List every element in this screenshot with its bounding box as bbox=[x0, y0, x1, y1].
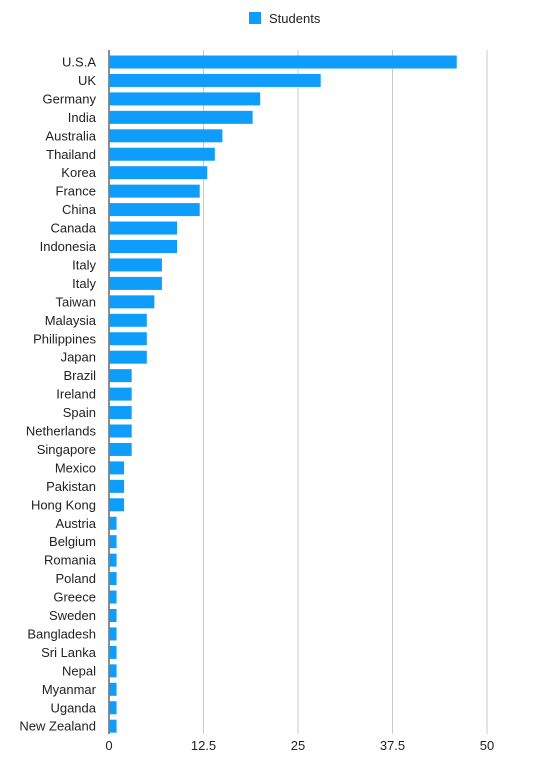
bar bbox=[109, 479, 125, 493]
category-label: Thailand bbox=[46, 147, 96, 162]
bar bbox=[109, 240, 178, 253]
bar bbox=[109, 609, 117, 622]
bar bbox=[109, 406, 132, 420]
category-label: Germany bbox=[43, 91, 97, 106]
bar bbox=[109, 258, 162, 272]
category-label: Indonesia bbox=[40, 239, 97, 254]
category-label: Myanmar bbox=[42, 682, 97, 697]
bar bbox=[109, 313, 147, 327]
category-label: Singapore bbox=[37, 442, 96, 457]
bar bbox=[109, 719, 117, 733]
category-label: Austria bbox=[56, 516, 97, 531]
bar bbox=[109, 627, 117, 641]
category-label: Sri Lanka bbox=[41, 645, 97, 660]
legend-label-students: Students bbox=[269, 11, 321, 26]
x-tick-label: 12.5 bbox=[191, 738, 216, 753]
x-tick-label: 37.5 bbox=[380, 738, 405, 753]
category-label: Canada bbox=[50, 221, 96, 236]
category-label: Greece bbox=[53, 590, 96, 605]
category-labels: U.S.A UK Germany India Australia Thailand Kore… bbox=[19, 55, 96, 734]
category-label: Malaysia bbox=[45, 313, 97, 328]
bar bbox=[109, 516, 117, 530]
category-label: New Zealand bbox=[19, 719, 96, 734]
category-label: France bbox=[56, 184, 96, 199]
bar bbox=[109, 645, 117, 659]
category-label: India bbox=[68, 110, 97, 125]
bar bbox=[109, 110, 253, 124]
category-label: China bbox=[62, 202, 97, 217]
category-label: Nepal bbox=[62, 663, 96, 678]
category-label: Philippines bbox=[33, 331, 96, 346]
category-label: UK bbox=[78, 73, 96, 88]
category-label: Hong Kong bbox=[31, 497, 96, 512]
bar bbox=[109, 701, 117, 715]
bar bbox=[109, 682, 117, 696]
category-label: Belgium bbox=[49, 534, 96, 549]
category-label: Mexico bbox=[55, 460, 96, 475]
bar bbox=[109, 572, 117, 586]
bar bbox=[109, 387, 132, 401]
bar bbox=[109, 166, 208, 180]
category-label: Italy bbox=[72, 276, 96, 291]
x-axis-ticks: 0 12.5 25 37.5 50 bbox=[105, 738, 494, 753]
bar bbox=[109, 55, 457, 69]
bar bbox=[109, 129, 223, 143]
x-tick-label: 25 bbox=[291, 738, 305, 753]
bar bbox=[109, 203, 200, 217]
legend: Students bbox=[249, 11, 321, 26]
bars bbox=[109, 55, 457, 733]
bar bbox=[109, 92, 261, 106]
category-label: Pakistan bbox=[46, 479, 96, 494]
category-label: Sweden bbox=[49, 608, 96, 623]
bar bbox=[109, 535, 117, 549]
bar bbox=[109, 350, 147, 364]
category-label: Australia bbox=[45, 128, 96, 143]
legend-swatch-students bbox=[249, 12, 261, 24]
bar bbox=[109, 424, 132, 438]
bar bbox=[109, 295, 155, 309]
category-label: Bangladesh bbox=[27, 626, 96, 641]
bar bbox=[109, 664, 117, 678]
bar bbox=[109, 369, 132, 383]
bar bbox=[109, 184, 200, 198]
bar bbox=[109, 498, 125, 512]
category-label: Japan bbox=[61, 350, 96, 365]
bar bbox=[109, 276, 162, 290]
x-tick-label: 50 bbox=[480, 738, 494, 753]
category-label: Uganda bbox=[50, 700, 96, 715]
category-label: U.S.A bbox=[62, 55, 96, 70]
category-label: Ireland bbox=[56, 387, 96, 402]
category-label: Poland bbox=[56, 571, 96, 586]
bar bbox=[109, 147, 215, 161]
category-label: Italy bbox=[72, 257, 96, 272]
category-label: Netherlands bbox=[26, 424, 97, 439]
bar bbox=[109, 461, 125, 475]
bar bbox=[109, 332, 147, 346]
bar bbox=[109, 73, 321, 87]
category-label: Brazil bbox=[63, 368, 96, 383]
bar bbox=[109, 442, 132, 456]
bar bbox=[109, 590, 117, 604]
x-tick-label: 0 bbox=[105, 738, 112, 753]
bar bbox=[109, 221, 178, 235]
category-label: Romania bbox=[44, 553, 97, 568]
category-label: Taiwan bbox=[56, 294, 96, 309]
bar bbox=[109, 553, 117, 567]
category-label: Spain bbox=[63, 405, 96, 420]
category-label: Korea bbox=[61, 165, 96, 180]
